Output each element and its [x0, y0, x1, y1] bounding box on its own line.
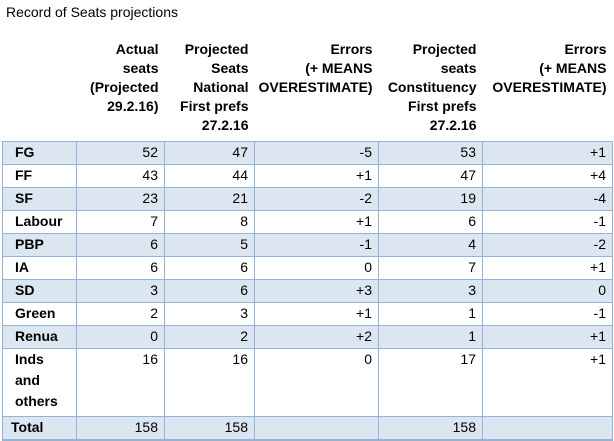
- table-row: Labour 7 8 +1 6 -1: [2, 210, 613, 234]
- actual-seats: 6: [76, 256, 165, 280]
- actual-seats: 3: [76, 279, 165, 303]
- header-row: Actual seats (Projected 29.2.16) Project…: [3, 40, 613, 142]
- actual-seats: 52: [76, 141, 165, 165]
- party-name: SF: [2, 187, 77, 211]
- error-national: +2: [254, 325, 379, 349]
- party-name: SD: [2, 279, 77, 303]
- error-national: 0: [254, 256, 379, 280]
- party-name: Labour: [2, 210, 77, 234]
- table-row: IA 6 6 0 7 +1: [2, 256, 613, 280]
- table-row: FF 43 44 +1 47 +4: [2, 164, 613, 188]
- error-national: [254, 416, 379, 441]
- seats-projection-table: Actual seats (Projected 29.2.16) Project…: [2, 40, 613, 441]
- table-row: Renua 0 2 +2 1 +1: [2, 325, 613, 349]
- projected-constituency: 4: [378, 233, 483, 257]
- header-errors-constituency: Errors (+ MEANS OVERESTIMATE): [492, 41, 607, 95]
- error-constituency: -4: [482, 187, 613, 211]
- total-row: Total 158 158 158: [2, 416, 613, 441]
- actual-seats: 16: [76, 348, 165, 417]
- table-row: Green 2 3 +1 1 -1: [2, 302, 613, 326]
- error-constituency: -1: [482, 210, 613, 234]
- actual-seats: 7: [76, 210, 165, 234]
- projected-national: 47: [164, 141, 255, 165]
- actual-seats: 0: [76, 325, 165, 349]
- projected-constituency: 19: [378, 187, 483, 211]
- projected-constituency: 1: [378, 302, 483, 326]
- table-row: FG 52 47 -5 53 +1: [2, 141, 613, 165]
- actual-seats: 6: [76, 233, 165, 257]
- total-label: Total: [2, 416, 77, 441]
- header-projected-constituency: Projected seats Constituency First prefs…: [387, 41, 477, 133]
- header-party: [3, 40, 77, 142]
- error-national: 0: [254, 348, 379, 417]
- projected-constituency: 53: [378, 141, 483, 165]
- error-national: +3: [254, 279, 379, 303]
- projected-national: 44: [164, 164, 255, 188]
- projected-constituency: 158: [378, 416, 483, 441]
- error-constituency: +1: [482, 256, 613, 280]
- projected-constituency: 7: [378, 256, 483, 280]
- projected-national: 8: [164, 210, 255, 234]
- error-constituency: +1: [482, 141, 613, 165]
- party-name: IA: [2, 256, 77, 280]
- actual-seats: 43: [76, 164, 165, 188]
- header-actual-seats: Actual seats (Projected 29.2.16): [90, 41, 159, 114]
- error-national: +1: [254, 210, 379, 234]
- projected-national: 2: [164, 325, 255, 349]
- party-name: FG: [2, 141, 77, 165]
- projected-national: 16: [164, 348, 255, 417]
- party-name: FF: [2, 164, 77, 188]
- projected-national: 3: [164, 302, 255, 326]
- projected-national: 6: [164, 279, 255, 303]
- projected-national: 6: [164, 256, 255, 280]
- error-constituency: [482, 416, 613, 441]
- table-row: SF 23 21 -2 19 -4: [2, 187, 613, 211]
- error-national: +1: [254, 164, 379, 188]
- projected-constituency: 47: [378, 164, 483, 188]
- party-name: Renua: [2, 325, 77, 349]
- projected-national: 21: [164, 187, 255, 211]
- error-constituency: 0: [482, 279, 613, 303]
- error-national: -1: [254, 233, 379, 257]
- error-constituency: +1: [482, 348, 613, 417]
- error-constituency: +1: [482, 325, 613, 349]
- party-name: Inds and others: [2, 348, 77, 417]
- projected-constituency: 3: [378, 279, 483, 303]
- error-national: -5: [254, 141, 379, 165]
- party-name: PBP: [2, 233, 77, 257]
- error-constituency: +4: [482, 164, 613, 188]
- actual-seats: 158: [76, 416, 165, 441]
- table-row: Inds and others 16 16 0 17 +1: [2, 348, 613, 417]
- table-row: SD 3 6 +3 3 0: [2, 279, 613, 303]
- header-errors-national: Errors (+ MEANS OVERESTIMATE): [258, 41, 373, 95]
- projected-constituency: 6: [378, 210, 483, 234]
- error-national: -2: [254, 187, 379, 211]
- actual-seats: 23: [76, 187, 165, 211]
- projected-national: 5: [164, 233, 255, 257]
- table-row: PBP 6 5 -1 4 -2: [2, 233, 613, 257]
- page-title: Record of Seats projections: [6, 4, 178, 20]
- party-name: Green: [2, 302, 77, 326]
- projected-constituency: 1: [378, 325, 483, 349]
- error-constituency: -1: [482, 302, 613, 326]
- error-constituency: -2: [482, 233, 613, 257]
- projected-constituency: 17: [378, 348, 483, 417]
- projected-national: 158: [164, 416, 255, 441]
- error-national: +1: [254, 302, 379, 326]
- header-projected-national: Projected Seats National First prefs 27.…: [180, 41, 249, 133]
- actual-seats: 2: [76, 302, 165, 326]
